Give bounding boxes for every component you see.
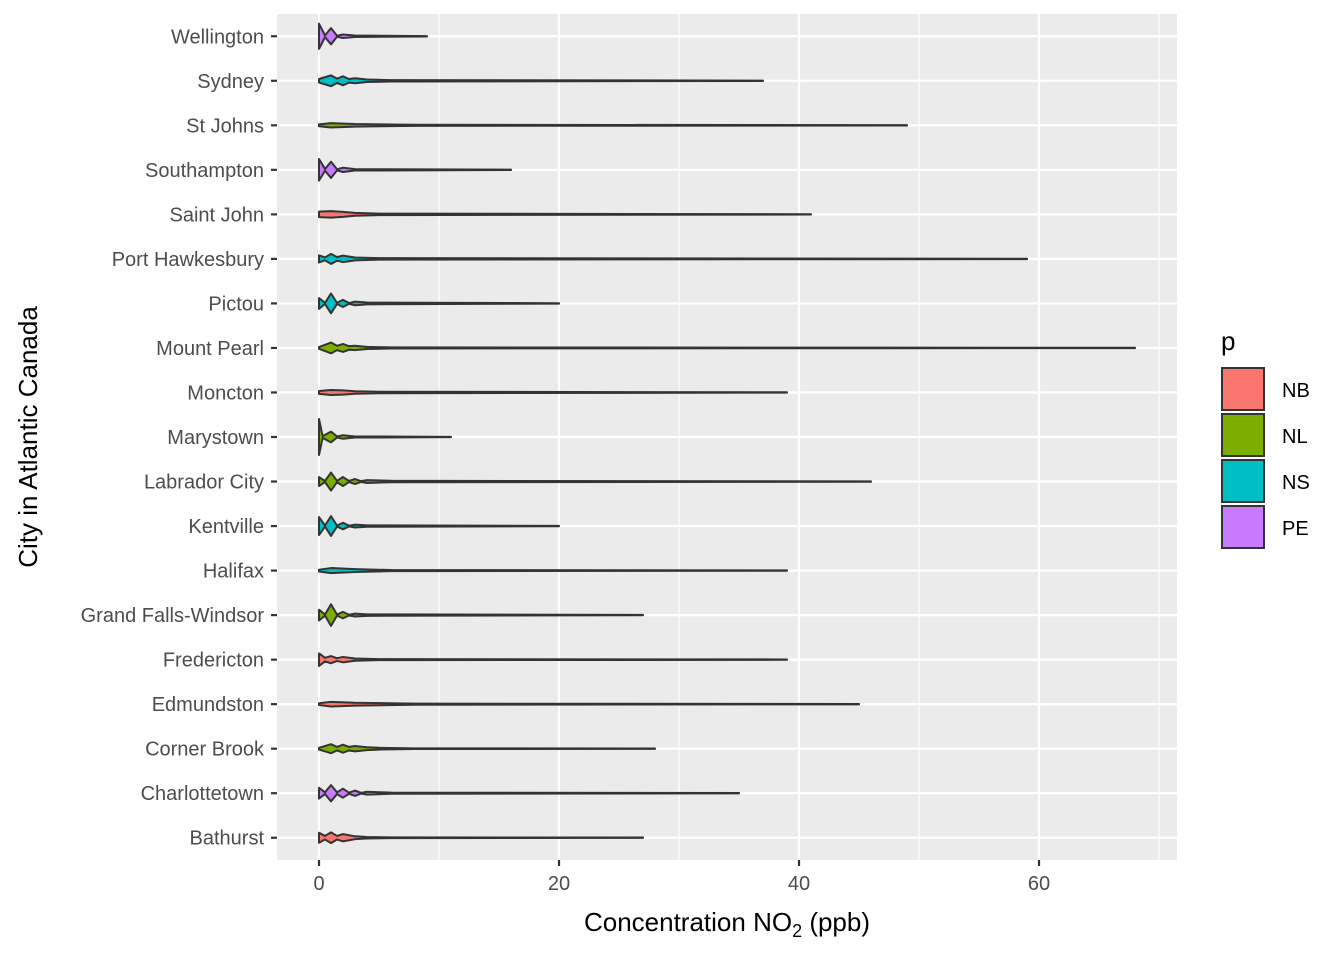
y-tick-label: Kentville (188, 516, 264, 538)
y-tick-label: Moncton (187, 382, 264, 404)
y-tick-label: Halifax (203, 561, 264, 583)
y-tick-label: Saint John (169, 204, 264, 226)
violin-corner-brook (318, 743, 656, 755)
y-axis-title: City in Atlantic Canada (13, 306, 43, 568)
x-axis-title-main: Concentration NO (584, 907, 792, 937)
violin-port-hawkesbury (318, 252, 1028, 265)
violin-fredericton (318, 652, 788, 667)
y-tick-label: Charlottetown (141, 783, 264, 805)
x-axis-title-subscript: 2 (792, 921, 802, 941)
x-axis: 0 20 40 60 (313, 860, 1050, 895)
legend-label-pe: PE (1282, 518, 1309, 540)
y-tick-label: Labrador City (144, 472, 264, 494)
violin-grand-falls-windsor (318, 603, 644, 627)
x-axis-title: Concentration NO2 (ppb) (584, 907, 870, 941)
violin-pictou (318, 292, 560, 315)
y-tick-label: Mount Pearl (156, 338, 264, 360)
violin-mount-pearl (318, 341, 1136, 355)
violin-moncton (318, 388, 788, 396)
y-tick-label: Southampton (145, 160, 264, 182)
x-tick-label: 40 (788, 873, 810, 895)
y-tick-label: Marystown (167, 427, 264, 449)
y-tick-label: Corner Brook (145, 739, 265, 761)
legend-label-nb: NB (1282, 380, 1310, 402)
y-tick-label: Edmundston (152, 694, 264, 716)
violin-bathurst (318, 831, 644, 845)
y-axis: Bathurst Charlottetown Corner Brook Edmunds… (81, 26, 277, 850)
violins (318, 22, 1136, 845)
x-tick-label: 20 (548, 873, 570, 895)
y-tick-label: Fredericton (163, 650, 264, 672)
x-tick-label: 0 (313, 873, 324, 895)
violin-halifax (318, 567, 788, 575)
violin-labrador-city (318, 471, 872, 492)
violin-wellington (318, 22, 428, 50)
y-tick-label: Pictou (208, 293, 264, 315)
y-tick-label: Wellington (171, 26, 264, 48)
violin-st-johns (318, 122, 908, 129)
y-tick-label: Grand Falls-Windsor (81, 605, 265, 627)
legend-entries: NB NL NS PE (1221, 367, 1310, 549)
y-tick-label: Sydney (197, 71, 264, 93)
violin-sydney (318, 74, 764, 88)
y-tick-label: Bathurst (190, 828, 265, 850)
legend-key-nl (1221, 413, 1265, 457)
legend-label-nl: NL (1282, 426, 1308, 448)
x-axis-title-unit: (ppb) (802, 907, 870, 937)
y-tick-label: St Johns (186, 115, 264, 137)
violin-marystown (318, 418, 452, 456)
violin-saint-john (318, 210, 812, 219)
violin-charlottetown (318, 784, 740, 803)
legend: p NB NL NS PE (1221, 326, 1310, 549)
legend-title: p (1221, 326, 1235, 356)
x-tick-label: 60 (1028, 873, 1050, 895)
legend-key-ns (1221, 459, 1265, 503)
violin-kentville (318, 515, 560, 537)
violin-edmundston (318, 700, 860, 708)
violin-southampton (318, 158, 512, 182)
legend-label-ns: NS (1282, 472, 1310, 494)
legend-key-pe (1221, 505, 1265, 549)
y-tick-label: Port Hawkesbury (112, 249, 264, 271)
legend-key-nb (1221, 367, 1265, 411)
